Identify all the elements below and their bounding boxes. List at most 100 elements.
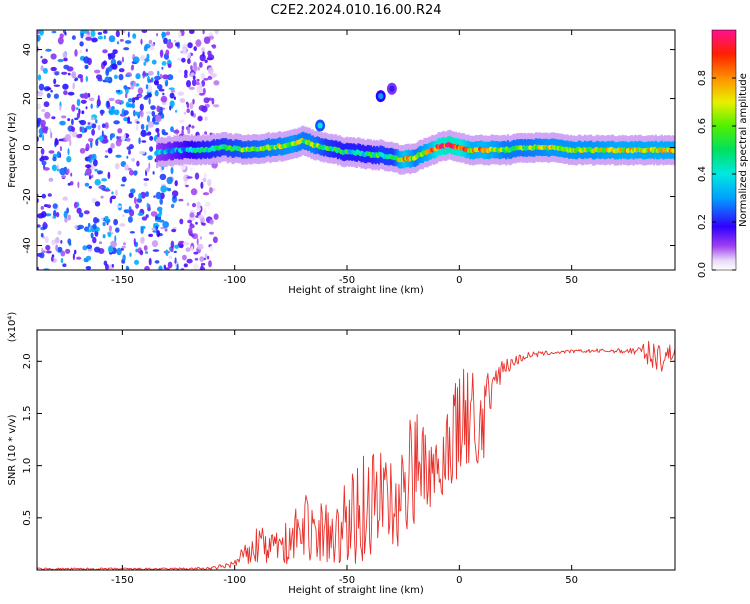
noise-blob: [91, 153, 97, 161]
spectrogram-panel: -150 -100 -50 0 50 -40 -20 0 20 40 Height of stra…: [7, 29, 676, 296]
noise-blob: [63, 90, 68, 96]
noise-blob: [121, 176, 127, 183]
noise-blob: [196, 81, 200, 86]
noise-blob: [157, 213, 162, 218]
noise-blob: [182, 254, 187, 261]
noise-blob: [187, 219, 193, 224]
noise-blob: [180, 50, 184, 54]
noise-blob: [52, 203, 58, 209]
noise-blob: [194, 257, 199, 261]
noise-blob: [181, 125, 185, 131]
noise-blob: [145, 214, 149, 218]
noise-blob: [85, 168, 92, 176]
noise-blob: [165, 249, 169, 257]
noise-blob: [153, 223, 156, 229]
noise-blob: [173, 129, 180, 134]
noise-blob: [143, 45, 148, 52]
noise-blob: [76, 134, 83, 139]
noise-blob: [168, 247, 172, 251]
noise-blob: [126, 137, 131, 142]
noise-blob: [85, 75, 89, 82]
noise-blob: [127, 31, 130, 38]
noise-blob: [66, 168, 70, 174]
noise-blob: [98, 185, 104, 189]
x-tick-label: 50: [565, 575, 578, 586]
noise-blob: [97, 124, 101, 131]
noise-blob: [184, 69, 188, 76]
noise-blob: [191, 125, 195, 129]
noise-blob: [179, 218, 184, 225]
noise-blob: [71, 71, 77, 79]
noise-blob: [41, 160, 47, 166]
noise-blob: [123, 110, 129, 116]
noise-blob: [158, 88, 165, 92]
noise-blob: [201, 47, 205, 52]
noise-blob: [185, 184, 189, 188]
noise-blob: [80, 32, 84, 39]
noise-blob: [113, 109, 120, 116]
noise-blob: [186, 80, 191, 88]
spectrogram-y-axis-label: Frequency (Hz): [7, 112, 18, 188]
noise-blob: [160, 95, 168, 103]
noise-blob: [106, 100, 110, 108]
colorbar-tick-label: 0.8: [697, 70, 708, 86]
noise-blob: [201, 105, 208, 113]
noise-blob: [66, 207, 69, 214]
noise-blob: [204, 131, 208, 135]
colorbar-tick-label: 0.6: [697, 118, 708, 134]
noise-blob: [174, 244, 180, 249]
noise-blob: [202, 87, 206, 95]
noise-blob: [117, 128, 123, 134]
noise-blob: [179, 120, 185, 123]
noise-blob: [175, 42, 179, 47]
noise-blob: [101, 217, 104, 221]
noise-blob: [183, 73, 188, 79]
noise-blob: [52, 156, 57, 162]
noise-blob: [46, 250, 52, 254]
noise-blob: [37, 103, 41, 110]
noise-blob: [44, 111, 51, 119]
noise-blob: [63, 210, 68, 219]
noise-blob: [85, 125, 92, 130]
noise-blob: [85, 36, 92, 41]
noise-blob: [203, 207, 207, 216]
noise-blob: [97, 32, 103, 35]
noise-blob: [178, 69, 182, 73]
noise-blob: [188, 86, 195, 90]
noise-blob: [202, 30, 205, 35]
noise-blob: [59, 120, 66, 126]
noise-blob: [154, 90, 159, 97]
noise-blob: [187, 52, 191, 59]
noise-blob: [91, 198, 98, 203]
noise-blob: [72, 253, 75, 261]
noise-blob: [161, 31, 165, 39]
colorbar: 0.0 0.2 0.4 0.6 0.8 Normalized spectral ampl…: [697, 29, 749, 278]
noise-blob: [40, 119, 46, 127]
noise-blob: [118, 68, 125, 73]
noise-blob: [189, 102, 194, 110]
noise-blob: [72, 82, 75, 90]
noise-blob: [165, 79, 169, 87]
noise-blob: [59, 146, 63, 152]
noise-blob: [127, 116, 131, 123]
noise-blob: [40, 55, 43, 59]
noise-blob: [49, 127, 52, 133]
noise-blob: [120, 247, 124, 251]
noise-blob: [171, 228, 177, 233]
noise-blob: [195, 221, 198, 225]
noise-blob: [189, 30, 195, 34]
noise-blob: [139, 250, 144, 256]
noise-blob: [189, 224, 195, 229]
noise-blob: [163, 264, 166, 270]
noise-blob: [69, 181, 74, 186]
noise-blob: [148, 39, 153, 45]
noise-blob: [124, 40, 132, 44]
noise-blob: [115, 189, 118, 197]
noise-blob: [190, 110, 194, 117]
noise-blob: [124, 164, 129, 171]
noise-blob: [156, 230, 161, 238]
noise-blob: [177, 91, 185, 96]
noise-blob: [53, 78, 57, 85]
noise-blob: [90, 232, 94, 239]
noise-blob: [87, 222, 91, 228]
